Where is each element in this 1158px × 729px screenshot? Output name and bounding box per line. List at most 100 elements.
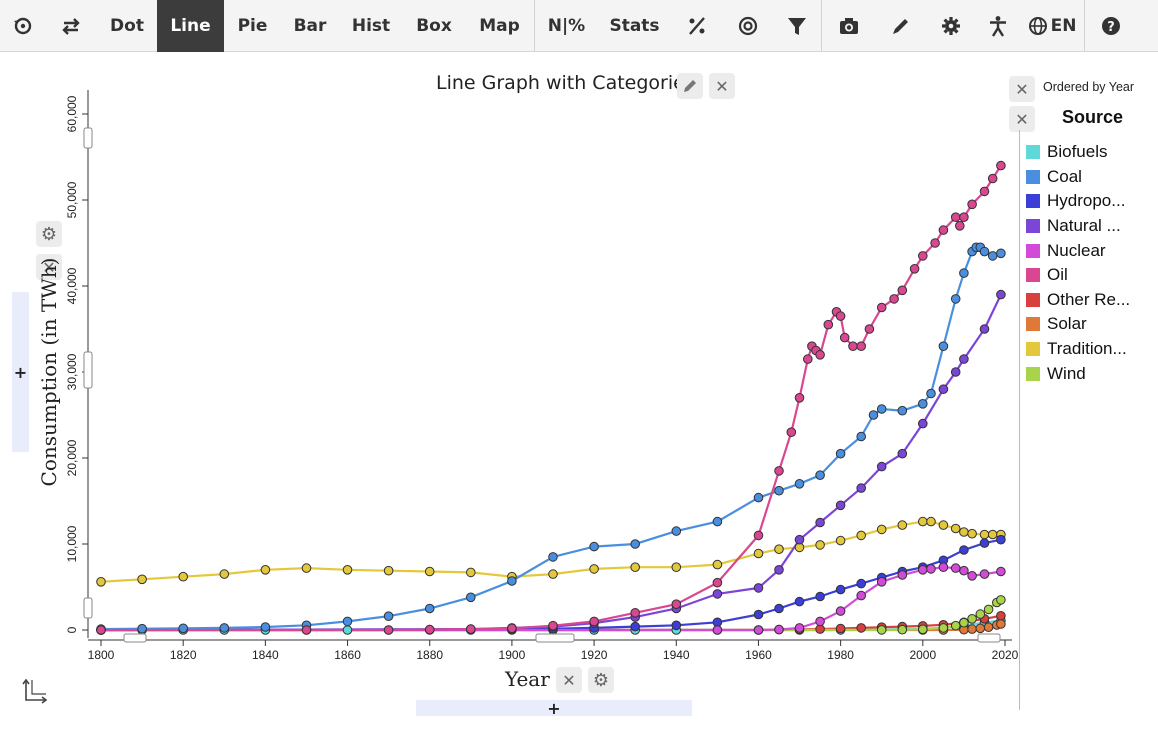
y-axis-add-attribute-bar[interactable]: + <box>12 292 29 452</box>
data-point-coal[interactable] <box>178 623 188 634</box>
data-point-nuclear[interactable] <box>979 569 990 579</box>
legend-item[interactable]: Biofuels <box>1026 140 1130 165</box>
data-point-wind[interactable] <box>996 595 1006 605</box>
data-point-coal[interactable] <box>630 539 641 549</box>
data-point-coal[interactable] <box>815 470 825 481</box>
data-point-traditional-biomass[interactable] <box>671 562 682 573</box>
data-point-natural-gas[interactable] <box>835 500 846 511</box>
data-point-oil[interactable] <box>630 608 641 618</box>
data-point-oil[interactable] <box>589 616 599 627</box>
data-point-traditional-biomass[interactable] <box>178 571 188 582</box>
data-point-nuclear[interactable] <box>753 625 764 635</box>
edit-title-button[interactable] <box>677 73 703 99</box>
data-point-coal[interactable] <box>926 388 936 399</box>
data-point-traditional-biomass[interactable] <box>424 566 435 577</box>
data-point-other-renewables[interactable] <box>856 623 867 633</box>
legend-item[interactable]: Oil <box>1026 263 1130 288</box>
data-point-nuclear[interactable] <box>926 564 936 574</box>
data-point-coal[interactable] <box>979 246 990 257</box>
data-point-oil[interactable] <box>301 625 312 635</box>
data-point-oil[interactable] <box>979 186 990 197</box>
legend-item[interactable]: Other Re... <box>1026 288 1130 313</box>
y-axis-max-handle[interactable] <box>83 127 93 149</box>
x-axis-min-handle[interactable] <box>123 633 147 643</box>
data-point-coal[interactable] <box>876 404 887 414</box>
toolbar-hist-button[interactable]: Hist <box>339 0 403 52</box>
toolbar-pie-button[interactable]: Pie <box>224 0 281 52</box>
data-point-oil[interactable] <box>815 350 825 360</box>
data-point-wind[interactable] <box>918 624 928 635</box>
data-point-coal[interactable] <box>856 431 867 442</box>
x-axis-label[interactable]: Year <box>505 667 550 691</box>
data-point-coal[interactable] <box>996 248 1006 259</box>
data-point-oil[interactable] <box>987 173 998 184</box>
toolbar-en-button[interactable]: EN <box>1020 0 1084 52</box>
data-point-traditional-biomass[interactable] <box>630 562 641 573</box>
data-point-hydropower[interactable] <box>671 620 682 631</box>
data-point-wind[interactable] <box>897 624 908 635</box>
data-point-natural-gas[interactable] <box>979 324 990 334</box>
x-axis-drag-handle[interactable] <box>535 633 575 643</box>
data-point-coal[interactable] <box>342 616 353 627</box>
data-point-oil[interactable] <box>996 160 1006 171</box>
data-point-hydropower[interactable] <box>996 534 1006 545</box>
data-point-nuclear[interactable] <box>876 577 887 587</box>
data-point-coal[interactable] <box>671 526 682 536</box>
data-point-coal[interactable] <box>774 485 784 496</box>
data-point-biofuels[interactable] <box>342 625 353 635</box>
data-point-nuclear[interactable] <box>794 623 805 633</box>
toolbar-box-button[interactable]: Box <box>403 0 465 52</box>
target-button[interactable] <box>723 0 773 52</box>
data-point-oil[interactable] <box>918 251 928 261</box>
data-point-coal[interactable] <box>424 603 435 614</box>
camera-button[interactable] <box>821 0 875 52</box>
data-point-oil[interactable] <box>889 294 899 304</box>
data-point-natural-gas[interactable] <box>712 589 723 599</box>
data-point-nuclear[interactable] <box>967 571 977 581</box>
pen-button[interactable] <box>875 0 927 52</box>
axis-swap-icon[interactable] <box>20 676 50 710</box>
data-point-oil[interactable] <box>909 264 920 274</box>
data-point-traditional-biomass[interactable] <box>137 574 147 585</box>
y-axis-settings-button[interactable]: ⚙ <box>36 221 62 247</box>
data-point-oil[interactable] <box>835 311 846 321</box>
data-point-oil[interactable] <box>96 625 106 635</box>
legend-item[interactable]: Coal <box>1026 165 1130 190</box>
legend-item[interactable]: Hydropo... <box>1026 189 1130 214</box>
data-point-traditional-biomass[interactable] <box>260 565 271 575</box>
data-point-coal[interactable] <box>918 399 928 409</box>
data-point-oil[interactable] <box>823 319 834 330</box>
data-point-traditional-biomass[interactable] <box>967 528 977 539</box>
data-point-hydropower[interactable] <box>959 545 969 555</box>
data-point-coal[interactable] <box>219 623 230 633</box>
swap-button[interactable] <box>45 0 97 52</box>
data-point-nuclear[interactable] <box>835 606 846 616</box>
data-point-traditional-biomass[interactable] <box>856 530 867 541</box>
data-point-solar[interactable] <box>996 619 1006 629</box>
data-point-nuclear[interactable] <box>897 570 908 580</box>
toolbar-map-button[interactable]: Map <box>465 0 534 52</box>
data-point-oil[interactable] <box>930 238 940 248</box>
data-point-coal[interactable] <box>794 479 805 489</box>
data-point-traditional-biomass[interactable] <box>979 529 990 540</box>
toolbar-line-button[interactable]: Line <box>157 0 224 52</box>
data-point-natural-gas[interactable] <box>794 534 805 545</box>
data-point-nuclear[interactable] <box>712 625 723 635</box>
legend-item[interactable]: Solar <box>1026 312 1130 337</box>
data-point-wind[interactable] <box>983 604 994 615</box>
data-point-natural-gas[interactable] <box>996 289 1006 300</box>
toolbar-dot-button[interactable]: Dot <box>97 0 157 52</box>
data-point-oil[interactable] <box>671 599 682 610</box>
x-axis-remove-button[interactable]: ✕ <box>556 667 582 693</box>
data-point-coal[interactable] <box>712 516 723 527</box>
data-point-traditional-biomass[interactable] <box>753 548 764 559</box>
data-point-oil[interactable] <box>848 341 858 352</box>
data-point-coal[interactable] <box>548 552 558 562</box>
data-point-coal[interactable] <box>959 268 969 278</box>
data-point-other-renewables[interactable] <box>835 623 846 634</box>
data-point-oil[interactable] <box>803 354 813 364</box>
remove-legend-button[interactable]: ✕ <box>1009 106 1035 132</box>
data-point-natural-gas[interactable] <box>950 367 961 377</box>
data-point-hydropower[interactable] <box>794 596 805 607</box>
data-point-traditional-biomass[interactable] <box>950 523 961 534</box>
